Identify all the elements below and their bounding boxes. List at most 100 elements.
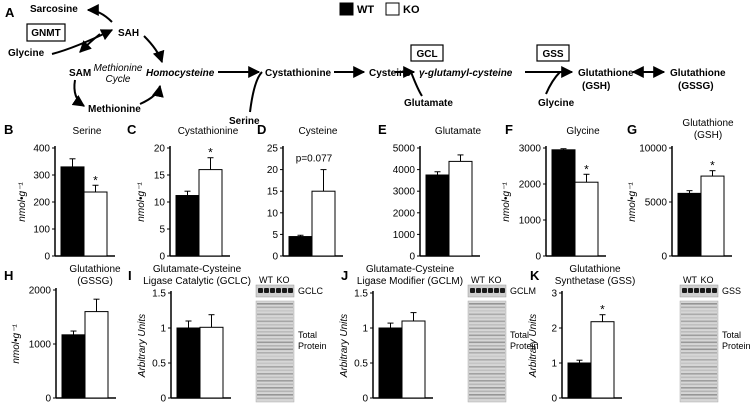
y-tick-label: 20 xyxy=(154,144,166,155)
protein-stain-band xyxy=(469,380,505,382)
protein-stain-band xyxy=(681,394,717,396)
protein-stain-band xyxy=(469,369,505,372)
y-axis-label: Arbitrary Units xyxy=(528,314,539,378)
blot-protein-label: GCLC xyxy=(298,286,324,296)
y-tick-label: 0 xyxy=(160,394,166,405)
legend-ko-swatch xyxy=(385,2,400,16)
arrow-sah-to-homocysteine xyxy=(143,35,165,64)
significance-star: * xyxy=(600,303,605,317)
bar-wt xyxy=(61,334,86,399)
protein-stain-band xyxy=(257,397,293,400)
protein-band xyxy=(694,288,699,293)
protein-band xyxy=(494,288,499,293)
y-tick-label: 0 xyxy=(159,252,165,263)
protein-band xyxy=(688,288,693,293)
protein-stain-band xyxy=(469,359,505,361)
p-value-label: p=0.077 xyxy=(296,154,333,165)
protein-stain-band xyxy=(681,345,717,347)
protein-stain-band xyxy=(681,373,717,375)
bar-ko xyxy=(448,160,473,257)
protein-stain-band xyxy=(257,355,293,358)
chart-title-line: Glutathione xyxy=(69,264,121,275)
bar-wt xyxy=(567,362,592,399)
chart-title-line: Cysteine xyxy=(299,126,338,137)
protein-stain-band xyxy=(681,313,717,316)
total-protein-lanes xyxy=(467,300,507,403)
bar-ko xyxy=(83,191,108,257)
protein-stain-band xyxy=(257,348,293,351)
homocysteine-node: Homocysteine xyxy=(146,68,215,79)
y-axis-label: nmol•g⁻¹ xyxy=(11,324,22,364)
protein-stain-band xyxy=(257,327,293,330)
protein-stain-band xyxy=(257,394,293,396)
blot-ko-label: KO xyxy=(276,275,289,285)
total-protein-label-line2: Protein xyxy=(722,341,751,351)
glycine-right-node: Glycine xyxy=(538,98,575,109)
panel-label-j: J xyxy=(341,268,348,283)
protein-stain-band xyxy=(257,313,293,316)
y-tick-label: 400 xyxy=(33,144,50,155)
protein-stain-band xyxy=(469,313,505,316)
protein-stain-band xyxy=(469,348,505,351)
chart-title-line: Synthetase (GSS) xyxy=(555,276,636,287)
protein-stain-band xyxy=(257,338,293,340)
bar-wt xyxy=(551,149,576,257)
y-tick-label: 5 xyxy=(272,230,278,241)
y-tick-label: 200 xyxy=(33,198,50,209)
panel-label-a: A xyxy=(5,5,15,20)
blot-wt-label: WT xyxy=(683,275,697,285)
protein-stain-band xyxy=(257,324,293,326)
protein-stain-band xyxy=(257,303,293,305)
protein-stain-band xyxy=(257,320,293,323)
y-tick-label: 20 xyxy=(267,165,279,176)
protein-band xyxy=(270,288,275,293)
protein-stain-band xyxy=(469,331,505,333)
protein-stain-band xyxy=(681,355,717,358)
y-tick-label: 2 xyxy=(551,324,557,335)
protein-band xyxy=(700,288,705,293)
y-tick-label: 4000 xyxy=(393,165,416,176)
significance-star: * xyxy=(208,146,213,160)
chart-title-line: Ligase Modifier (GCLM) xyxy=(357,276,463,287)
protein-stain-band xyxy=(681,348,717,351)
protein-stain-band xyxy=(681,352,717,354)
y-tick-label: 15 xyxy=(154,171,166,182)
chart-f: F Glycine 0 1000 2000 3000 nmol•g⁻¹ * xyxy=(501,122,606,263)
protein-band xyxy=(706,288,711,293)
y-tick-label: 1.5 xyxy=(152,289,166,300)
gsh-node-line1: Glutathione xyxy=(578,68,634,79)
y-tick-label: 0 xyxy=(362,394,368,405)
y-tick-label: 1000 xyxy=(29,340,52,351)
panel-label-d: D xyxy=(257,122,266,137)
bar-wt xyxy=(677,192,702,257)
gcl-enzyme-box xyxy=(410,44,444,62)
significance-star: * xyxy=(710,159,715,173)
protein-stain-band xyxy=(257,341,293,344)
protein-stain-band xyxy=(681,341,717,344)
blot-wt-label: WT xyxy=(259,275,273,285)
protein-stain-band xyxy=(681,387,717,389)
bar-ko xyxy=(590,321,615,399)
cystathionine-node: Cystathionine xyxy=(265,68,332,79)
panel-label-b: B xyxy=(4,122,13,137)
protein-stain-band xyxy=(469,352,505,354)
panel-label-k: K xyxy=(530,268,540,283)
chart-title-line: (GSSG) xyxy=(77,276,113,287)
total-protein-lanes xyxy=(255,300,295,403)
chart-d: D Cysteine 0 5 10 15 20 25 p=0.077 xyxy=(257,122,343,263)
y-tick-label: 0 xyxy=(44,252,50,263)
total-protein-label-line1: Total xyxy=(298,330,317,340)
chart-e: E Glutamate 0 1000 2000 3000 4000 5000 xyxy=(378,122,482,263)
chart-title-line: Glutathione xyxy=(569,264,621,275)
bar-wt xyxy=(378,327,403,399)
protein-stain-band xyxy=(681,320,717,323)
y-tick-label: 5 xyxy=(159,225,165,236)
protein-band xyxy=(276,288,281,293)
protein-stain-band xyxy=(257,390,293,393)
blot-protein-label: GCLM xyxy=(510,286,536,296)
pathway-diagram: A Sarcosine GNMT Glycine SAH SAM Methion… xyxy=(5,4,726,127)
protein-band xyxy=(500,288,505,293)
y-tick-label: 0 xyxy=(409,252,415,263)
protein-stain-band xyxy=(257,369,293,372)
